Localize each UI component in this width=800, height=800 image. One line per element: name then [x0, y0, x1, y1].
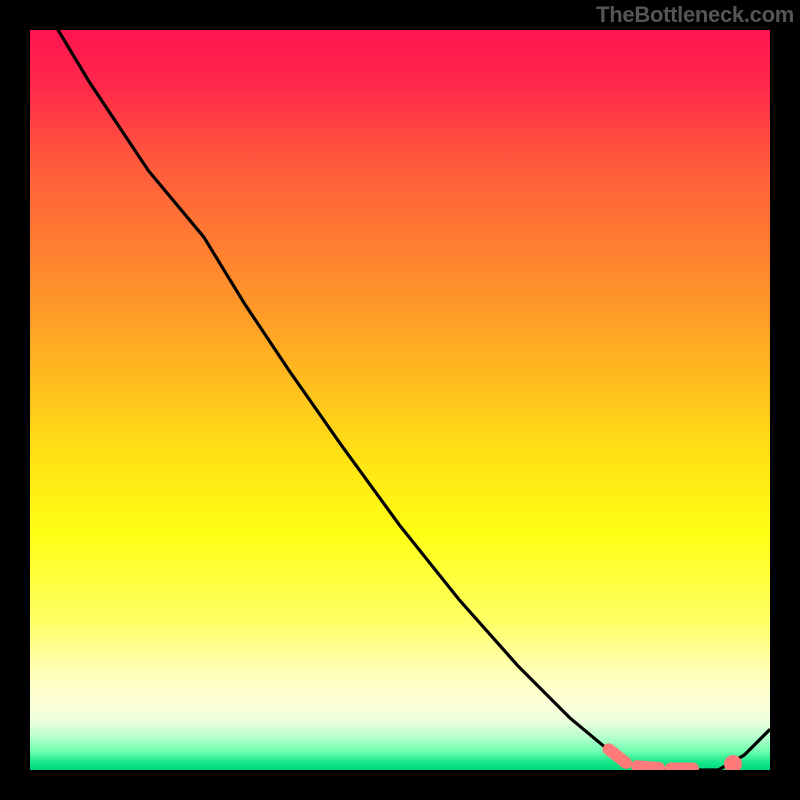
optimal-range-highlight — [609, 749, 704, 768]
figure-container: TheBottleneck.com — [0, 0, 800, 800]
chart-overlay — [30, 30, 770, 770]
bottleneck-curve — [30, 30, 770, 770]
attribution-label: TheBottleneck.com — [596, 2, 794, 28]
chart-plot-area — [30, 30, 770, 770]
